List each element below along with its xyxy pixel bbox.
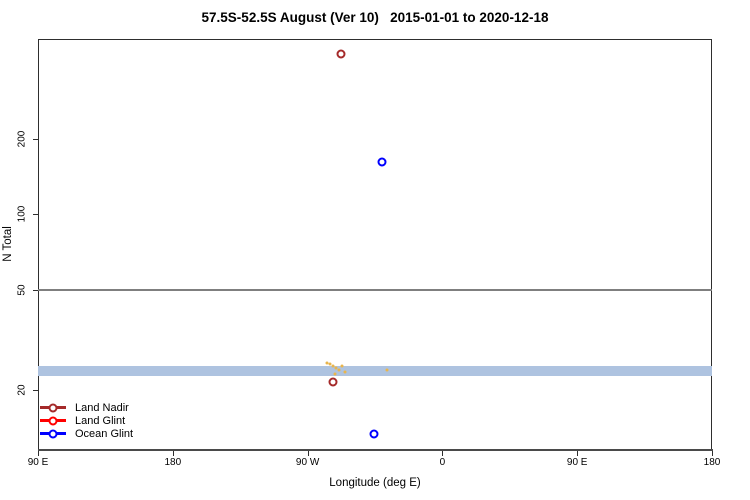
y-tick xyxy=(33,389,38,391)
legend-circle xyxy=(48,429,58,438)
data-point-ocean-glint xyxy=(369,429,378,439)
legend-item-land-nadir: Land Nadir xyxy=(40,401,133,414)
data-point-unlabeled-orange-cluster xyxy=(385,368,389,372)
legend-circle xyxy=(48,403,58,412)
x-tick-label: 0 xyxy=(439,457,446,468)
legend-label: Land Nadir xyxy=(75,401,129,414)
data-point-land-nadir xyxy=(336,49,346,59)
legend-marker-icon xyxy=(40,415,66,426)
data-point-unlabeled-orange-cluster xyxy=(334,366,338,370)
legend-label: Land Glint xyxy=(75,414,126,427)
legend-marker-icon xyxy=(40,428,66,439)
y-tick-label: 20 xyxy=(16,384,28,396)
x-tick xyxy=(442,451,444,456)
data-point-unlabeled-orange-cluster xyxy=(337,368,341,372)
x-tick xyxy=(38,451,39,456)
x-tick xyxy=(172,451,174,456)
legend-marker-icon xyxy=(40,402,66,413)
y-tick-label: 200 xyxy=(16,130,28,148)
data-point-unlabeled-orange-cluster xyxy=(343,370,347,374)
y-tick xyxy=(33,214,38,216)
data-point-land-nadir xyxy=(328,377,338,387)
x-tick-label: 180 xyxy=(164,457,182,468)
data-point-unlabeled-orange-cluster xyxy=(333,372,337,376)
data-point-unlabeled-orange-cluster xyxy=(328,362,332,366)
x-axis-line xyxy=(38,448,713,451)
highlight-band xyxy=(38,365,712,376)
y-axis-title: N Total xyxy=(2,226,14,262)
x-tick-label: 90 E xyxy=(566,457,588,468)
x-tick-label: 90 W xyxy=(295,457,320,468)
data-point-unlabeled-orange-cluster xyxy=(331,364,335,368)
data-point-ocean-glint xyxy=(377,157,387,167)
reference-line-50 xyxy=(38,288,712,291)
data-point-unlabeled-orange-cluster xyxy=(325,361,329,365)
x-tick-label: 180 xyxy=(703,457,721,468)
y-tick-label: 100 xyxy=(16,206,28,223)
legend-circle xyxy=(48,416,58,425)
legend-label: Ocean Glint xyxy=(75,427,134,440)
plot-area xyxy=(38,39,712,450)
x-tick xyxy=(712,451,713,456)
legend-item-ocean-glint: Ocean Glint xyxy=(40,427,133,440)
y-tick xyxy=(33,289,38,291)
x-tick-label: 90 E xyxy=(27,457,49,468)
y-tick-label: 50 xyxy=(16,284,28,296)
x-tick xyxy=(307,451,309,456)
x-tick xyxy=(577,451,579,456)
legend: Land Nadir Land Glint Ocean Glint xyxy=(40,401,133,440)
legend-item-land-glint: Land Glint xyxy=(40,414,133,427)
x-axis-title: Longitude (deg E) xyxy=(329,477,421,489)
data-point-unlabeled-orange-cluster xyxy=(340,364,344,368)
chart-title: 57.5S-52.5S August (Ver 10) 2015-01-01 t… xyxy=(201,10,549,25)
y-tick xyxy=(33,138,38,140)
